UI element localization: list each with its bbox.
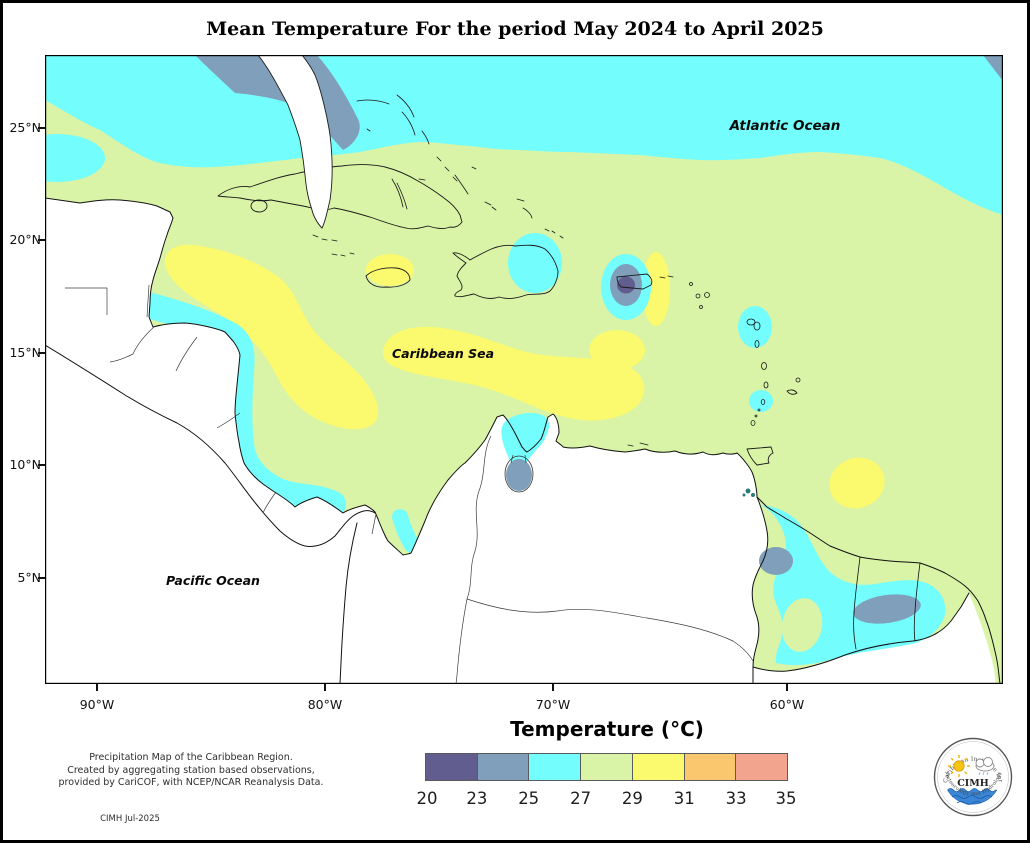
legend-title: Temperature (°C)	[510, 717, 704, 741]
lat-tick	[38, 239, 45, 241]
puerto-rico-outline	[616, 273, 653, 290]
country-borders	[65, 284, 754, 685]
lon-tick	[552, 684, 554, 691]
lat-label-25n: 25°N	[9, 120, 41, 135]
legend-tick: 33	[725, 789, 747, 808]
lat-tick	[38, 127, 45, 129]
lake-maracaibo-outline	[504, 455, 534, 493]
uraba-coast-cool-band	[392, 509, 420, 553]
venezuela-guyana-border	[751, 496, 769, 685]
lat-label-5n: 5°N	[17, 570, 41, 585]
credits-line: Precipitation Map of the Caribbean Regio…	[89, 752, 293, 763]
caribbean-temperature-map: Atlantic Ocean Caribbean Sea Pacific Oce…	[9, 54, 1003, 685]
lat-label-10n: 10°N	[9, 457, 41, 472]
lat-tick	[38, 352, 45, 354]
lon-tick	[786, 684, 788, 691]
water-waves	[947, 788, 998, 805]
puertorico-east-warm-spot	[642, 252, 670, 326]
legend-color-cell	[580, 754, 632, 780]
suriname-frenchguiana-border	[913, 562, 921, 642]
lat-label-20n: 20°N	[9, 232, 41, 247]
issue-stamp: CIMH Jul-2025	[100, 814, 160, 824]
map-frame	[45, 55, 1003, 684]
pacific-coastline	[44, 344, 376, 547]
jamaica-warm-spot	[366, 254, 414, 286]
lake-maracaibo-cold	[506, 459, 532, 491]
lat-tick	[38, 577, 45, 579]
legend-color-cell	[735, 754, 788, 780]
lat-label-15n: 15°N	[9, 345, 41, 360]
lon-label-70w: 70°W	[535, 697, 571, 712]
puertorico-cold-core	[617, 276, 635, 294]
west-caribbean-warm-blob	[164, 244, 379, 430]
cloud-icon	[975, 757, 995, 776]
cayman-islands-outlines	[331, 252, 355, 257]
legend-tick-labels: 20 23 25 27 29 31 33 35	[417, 789, 797, 809]
legend-tick: 35	[775, 789, 797, 808]
tobago-outline	[786, 389, 798, 395]
guianas-south-border	[752, 592, 970, 672]
legend-colorbar	[425, 753, 788, 781]
credits-block: Precipitation Map of the Caribbean Regio…	[33, 752, 349, 790]
topright-cool-wedge	[983, 55, 1003, 81]
lesser-antilles-outlines	[627, 275, 801, 447]
legend-tick: 31	[673, 789, 695, 808]
jamaica-outline	[365, 267, 411, 288]
caribbean-coastline	[44, 197, 758, 556]
lat-tick	[38, 464, 45, 466]
hispaniola-south-warm-spot	[589, 330, 645, 370]
cimh-logo: Caribbean Institute for CIMH	[933, 737, 1013, 817]
florida-cool-wedge	[195, 55, 360, 150]
gulf-of-venezuela-cool	[501, 413, 550, 467]
west-guyana-cold-spot	[759, 547, 793, 575]
legend-tick: 29	[621, 789, 643, 808]
legend-tick: 20	[416, 789, 438, 808]
colombia-pacific-coastline	[339, 522, 358, 685]
guyana-offshore-warm-spot	[829, 457, 885, 509]
logo-acronym: CIMH	[957, 778, 989, 789]
guyana-suriname-border	[853, 556, 861, 650]
atlantic-ocean-label: Atlantic Ocean	[729, 118, 841, 134]
legend-color-cell	[426, 754, 477, 780]
legend-tick: 23	[466, 789, 488, 808]
orinoco-delta-marks	[742, 488, 755, 497]
legend-tick: 25	[518, 789, 540, 808]
caribbean-sea-label: Caribbean Sea	[392, 346, 494, 361]
central-america-coast-cool-band	[102, 284, 346, 517]
credits-line: provided by CariCOF, with NCEP/NCAR Rean…	[58, 777, 324, 789]
florida-keys-outlines	[312, 234, 338, 242]
map-area: Atlantic Ocean Caribbean Sea Pacific Oce…	[9, 54, 1003, 685]
legend-color-cell	[631, 754, 684, 780]
lon-label-60w: 60°W	[769, 697, 805, 712]
central-caribbean-warm-blob	[382, 326, 645, 421]
bahamas-outlines	[356, 94, 564, 239]
guadeloupe-cool-patch	[738, 306, 772, 348]
lon-label-90w: 90°W	[79, 697, 115, 712]
suriname-cold-spot	[853, 594, 921, 624]
pacific-ocean-label: Pacific Ocean	[166, 573, 260, 588]
hispaniola-outline	[452, 244, 559, 299]
legend-color-cell	[528, 754, 581, 780]
legend-tick: 27	[570, 789, 592, 808]
coastlines	[44, 197, 1001, 685]
lon-tick	[96, 684, 98, 691]
land-central-south-america	[45, 198, 768, 684]
hispaniola-cool-patch	[508, 233, 562, 293]
lon-label-80w: 80°W	[307, 697, 343, 712]
credits-line: Created by aggregating station based obs…	[67, 764, 315, 776]
page-title: Mean Temperature For the period May 2024…	[206, 18, 824, 40]
legend-color-cell	[683, 754, 736, 780]
lon-tick	[324, 684, 326, 691]
guyana-interior-mild-gap	[781, 598, 823, 652]
sun-icon	[948, 755, 970, 777]
trinidad-outline	[746, 446, 774, 466]
legend-color-cell	[476, 754, 529, 780]
isla-juventud-outline	[250, 199, 268, 213]
florida-outline	[257, 54, 333, 229]
land-brazil	[753, 593, 996, 684]
guianas-coastline	[756, 496, 1001, 685]
